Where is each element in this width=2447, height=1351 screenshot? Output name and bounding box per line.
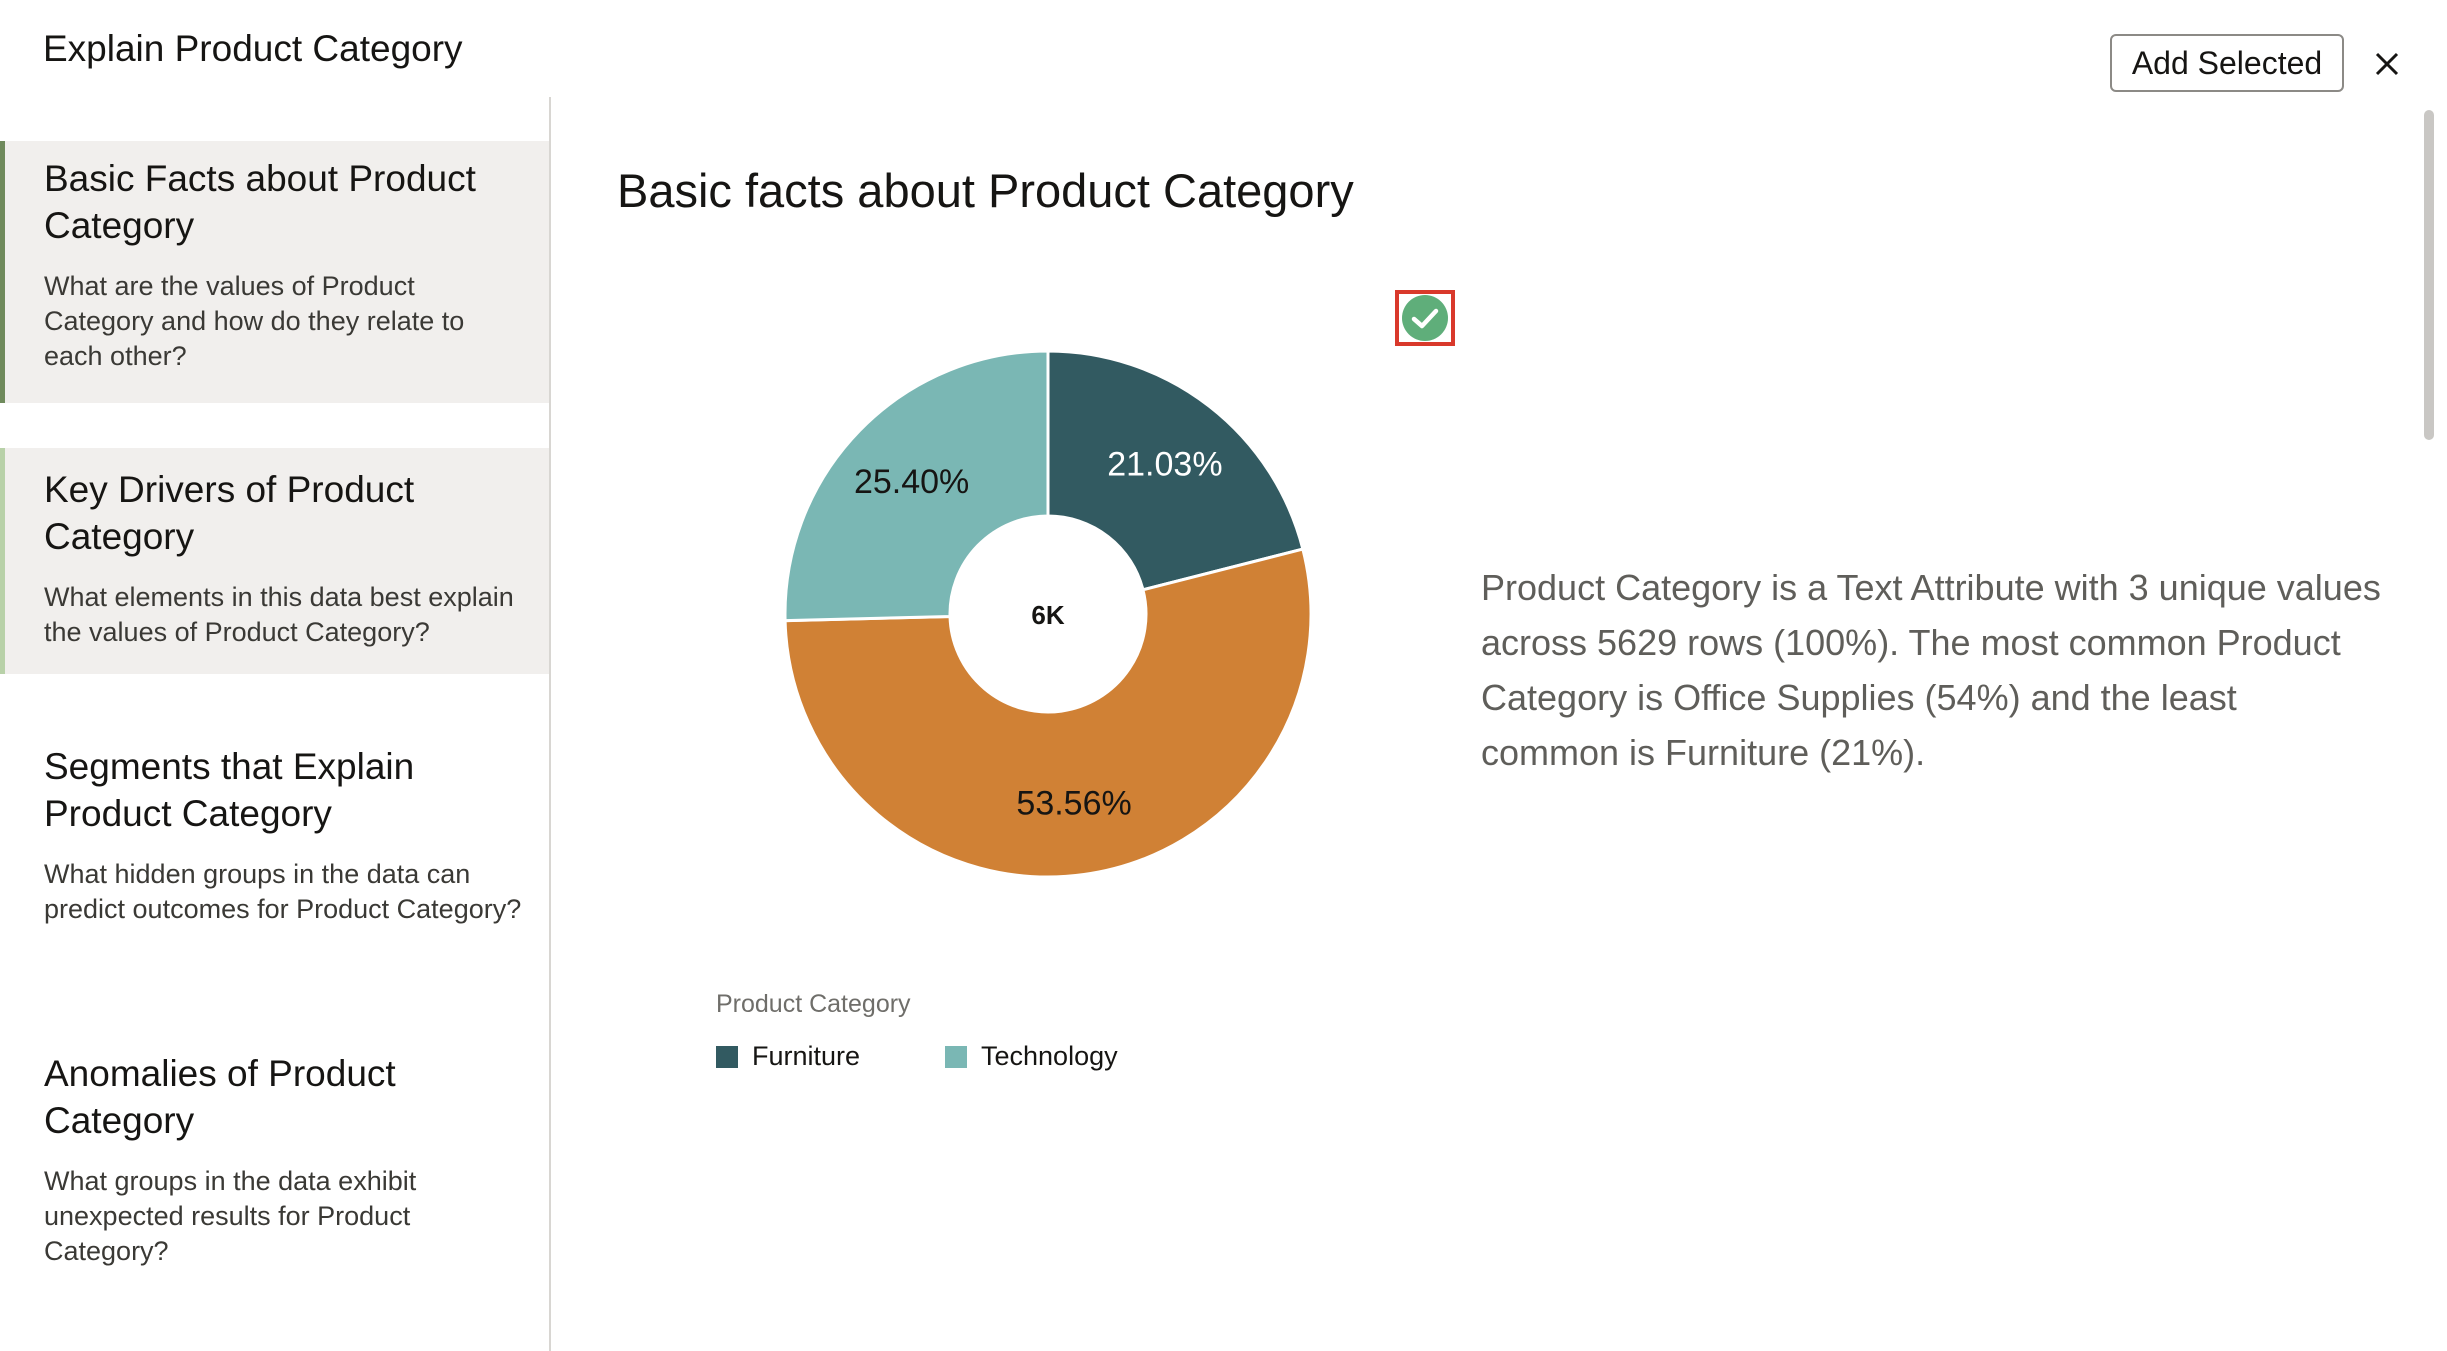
add-selected-button[interactable]: Add Selected xyxy=(2110,34,2344,92)
pie-slice[interactable] xyxy=(1046,349,1305,592)
sidebar-item-title: Key Drivers of Product Category xyxy=(44,469,415,557)
slice-data-label: 21.03% xyxy=(1107,446,1222,484)
legend-item-furniture[interactable]: Furniture xyxy=(716,1041,860,1072)
sidebar-item-title: Segments that Explain Product Category xyxy=(44,746,415,834)
sidebar-item-description: What are the values of Product Category … xyxy=(44,271,465,371)
sidebar: Basic Facts about Product Category What … xyxy=(0,97,551,1351)
check-circle-icon xyxy=(1402,295,1448,341)
legend-item-technology[interactable]: Technology xyxy=(945,1041,1118,1072)
sidebar-item-anomalies[interactable]: Anomalies of Product Category What group… xyxy=(0,1050,549,1310)
sidebar-item-title: Basic Facts about Product Category xyxy=(44,158,476,246)
legend-label: Technology xyxy=(981,1041,1118,1071)
sidebar-item-basic-facts[interactable]: Basic Facts about Product Category What … xyxy=(0,141,549,403)
legend-title: Product Category xyxy=(716,990,911,1018)
donut-center-label: 6K xyxy=(1031,600,1064,630)
legend-swatch xyxy=(716,1045,738,1068)
pie-slice[interactable] xyxy=(783,547,1313,879)
section-title: Basic facts about Product Category xyxy=(617,164,1354,217)
sidebar-item-description: What groups in the data exhibit unexpect… xyxy=(44,1166,417,1266)
main-panel: Basic facts about Product Category 21.03… xyxy=(551,97,2411,1351)
pie-slice[interactable] xyxy=(783,349,1050,623)
donut-chart: 21.03% 53.56% 25.40% 6K xyxy=(783,349,1313,879)
dialog-title: Explain Product Category xyxy=(43,28,463,69)
sidebar-item-title: Anomalies of Product Category xyxy=(44,1053,396,1141)
sidebar-item-description: What elements in this data best explain … xyxy=(44,582,514,647)
sidebar-item-description: What hidden groups in the data can predi… xyxy=(44,859,522,924)
select-insight-toggle[interactable] xyxy=(1395,290,1455,346)
slice-data-label: 25.40% xyxy=(854,463,969,501)
close-button[interactable] xyxy=(2363,40,2411,88)
insight-description: Product Category is a Text Attribute wit… xyxy=(1481,567,2381,773)
sidebar-item-key-drivers[interactable]: Key Drivers of Product Category What ele… xyxy=(0,448,549,674)
close-icon xyxy=(2375,52,2399,76)
legend-label: Furniture xyxy=(752,1041,861,1071)
legend-swatch xyxy=(945,1045,967,1068)
sidebar-item-segments[interactable]: Segments that Explain Product Category W… xyxy=(0,743,549,1003)
scrollbar[interactable] xyxy=(2424,110,2434,440)
slice-data-label: 53.56% xyxy=(1016,785,1131,823)
